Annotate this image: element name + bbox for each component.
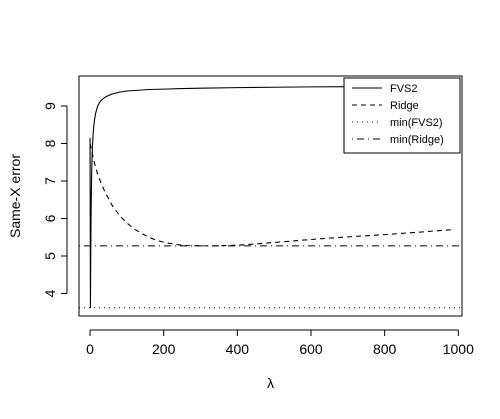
- legend-label: Ridge: [390, 100, 419, 112]
- y-tick-label: 9: [42, 102, 58, 110]
- y-axis-label: Same-X error: [7, 154, 23, 238]
- x-axis: 0 200 400 600 800 1000: [86, 329, 474, 357]
- y-tick-label: 7: [42, 177, 58, 185]
- y-axis: 4 5 6 7 8 9: [42, 102, 68, 297]
- x-tick-label: 0: [86, 341, 94, 357]
- y-tick-label: 6: [42, 214, 58, 222]
- x-tick-label: 200: [152, 341, 176, 357]
- x-tick-label: 600: [299, 341, 323, 357]
- series-layer: [89, 85, 451, 309]
- legend-label: FVS2: [390, 83, 418, 95]
- legend-label: min(FVS2): [390, 117, 443, 129]
- legend-item: Ridge: [352, 100, 419, 112]
- x-axis-label: λ: [267, 375, 274, 391]
- plot-frame: [78, 75, 463, 317]
- x-tick-label: 1000: [443, 341, 474, 357]
- series-line-fvs2: [89, 85, 451, 309]
- legend-item: min(Ridge): [352, 134, 444, 146]
- y-tick-label: 8: [42, 139, 58, 147]
- reference-lines-layer: [79, 245, 462, 309]
- legend-box: [343, 77, 461, 154]
- legend-label: min(Ridge): [390, 134, 444, 146]
- y-tick-label: 5: [42, 252, 58, 260]
- legend: FVS2 Ridge min(FVS2) min(Ridge): [343, 77, 461, 154]
- y-tick-label: 4: [42, 289, 58, 297]
- legend-item: min(FVS2): [352, 117, 443, 129]
- legend-item: FVS2: [352, 83, 418, 95]
- series-line-ridge: [89, 143, 451, 247]
- x-tick-label: 800: [373, 341, 397, 357]
- legend-items: FVS2 Ridge min(FVS2) min(Ridge): [352, 83, 444, 146]
- x-tick-label: 400: [226, 341, 250, 357]
